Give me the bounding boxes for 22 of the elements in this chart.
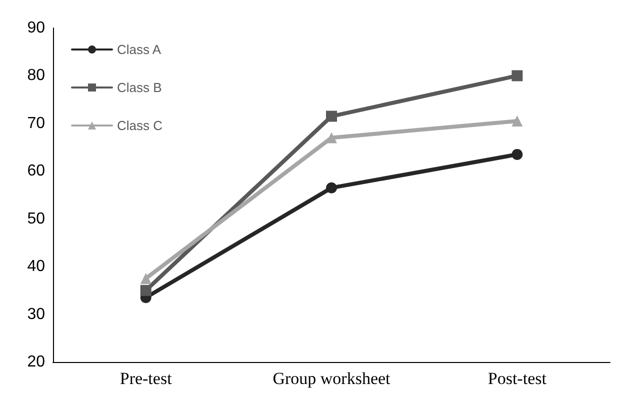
y-tick-label: 50 <box>27 210 46 228</box>
x-tick-label: Post-test <box>488 369 547 388</box>
legend-label: Class A <box>117 42 162 57</box>
point <box>512 116 523 127</box>
legend-label: Class C <box>117 118 163 133</box>
y-tick-label: 60 <box>27 162 46 180</box>
y-tick-label: 20 <box>27 354 46 370</box>
y-tick-label: 70 <box>27 114 46 132</box>
point <box>326 110 337 122</box>
x-tick-label: Pre-test <box>120 369 172 388</box>
point <box>326 182 337 194</box>
legend-label: Class B <box>117 80 162 95</box>
point <box>512 70 523 82</box>
point <box>512 148 523 160</box>
point <box>140 273 152 284</box>
point <box>140 284 152 296</box>
y-tick-label: 80 <box>27 67 46 84</box>
y-tick-label: 30 <box>27 306 46 323</box>
point <box>326 132 337 144</box>
y-tick-label: 40 <box>27 258 46 276</box>
x-tick-label: Group worksheet <box>272 369 391 388</box>
y-tick-label: 90 <box>27 20 46 36</box>
